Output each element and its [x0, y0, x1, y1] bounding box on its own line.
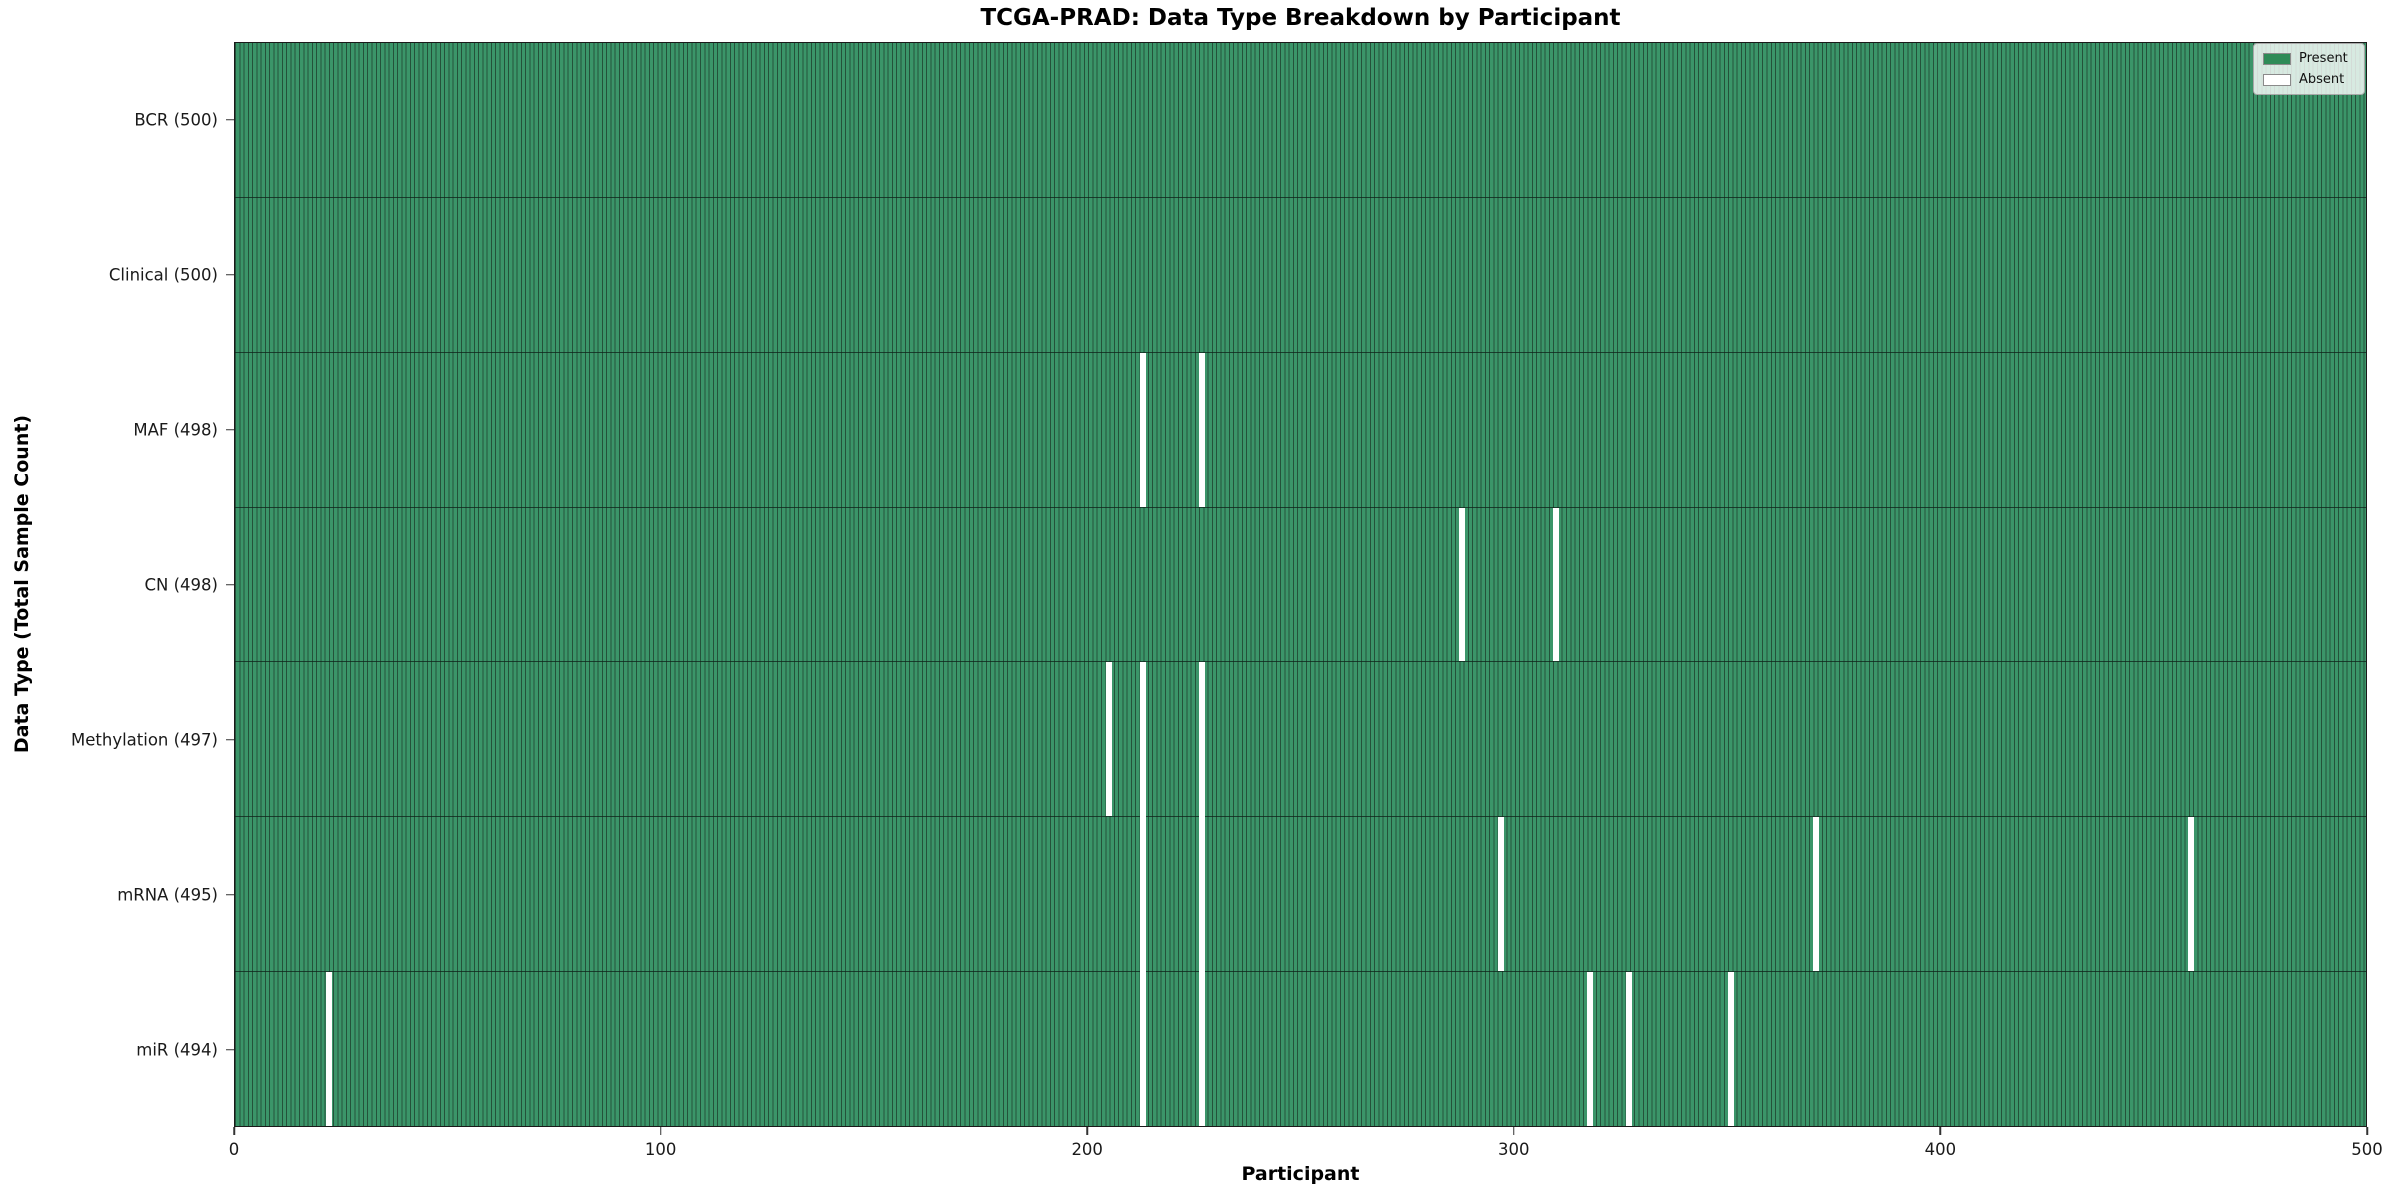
present-swatch-icon: [2263, 52, 2291, 65]
absent-marker: [1199, 971, 1206, 1127]
y-tick-label: BCR (500): [134, 110, 218, 129]
x-tick-mark: [1939, 1127, 1942, 1135]
x-tick-mark: [1086, 1127, 1088, 1135]
y-tick-mark: [226, 273, 234, 276]
y-tick-mark: [226, 738, 234, 741]
x-tick-label: 500: [2351, 1140, 2383, 1159]
legend-label-absent: Absent: [2299, 72, 2345, 87]
y-tick-label: MAF (498): [133, 420, 218, 439]
y-tick-mark: [226, 583, 234, 586]
y-tick-label: Clinical (500): [108, 265, 218, 284]
absent-marker: [1199, 816, 1206, 972]
absent-marker: [325, 972, 332, 1127]
absent-marker: [1199, 352, 1206, 507]
legend-item-absent: Absent: [2263, 72, 2355, 87]
plot-area: [234, 42, 2367, 1127]
absent-swatch-icon: [2263, 73, 2291, 86]
absent-marker: [2188, 817, 2195, 972]
x-tick-label: 0: [228, 1140, 240, 1159]
y-tick-label: CN (498): [144, 575, 218, 594]
legend: Present Absent: [2253, 43, 2365, 95]
absent-marker: [1587, 972, 1594, 1127]
absent-marker: [1139, 816, 1146, 972]
y-tick-label: miR (494): [136, 1040, 218, 1059]
y-tick-mark: [226, 893, 234, 896]
row-clinical: [235, 196, 2366, 352]
row-maf: [235, 351, 2366, 507]
x-tick-mark: [2366, 1127, 2368, 1135]
row-mrna: [235, 816, 2366, 972]
x-tick-mark: [233, 1127, 235, 1135]
chart-title: TCGA-PRAD: Data Type Breakdown by Partic…: [980, 5, 1621, 31]
x-tick-label: 300: [1498, 1140, 1530, 1159]
x-axis: 0 100 200 300 400 500: [229, 1127, 2383, 1197]
legend-label-present: Present: [2299, 51, 2348, 66]
y-tick-label: Methylation (497): [71, 730, 218, 749]
legend-item-present: Present: [2263, 51, 2355, 66]
y-tick-label: mRNA (495): [117, 885, 218, 904]
x-tick-mark: [659, 1127, 662, 1135]
y-tick-mark: [226, 118, 234, 121]
absent-marker: [1139, 662, 1146, 817]
y-tick-mark: [226, 428, 234, 431]
absent-marker: [1553, 507, 1560, 662]
absent-marker: [1139, 971, 1146, 1127]
row-methylation: [235, 661, 2366, 817]
row-cn: [235, 506, 2366, 662]
row-mir: [235, 971, 2366, 1127]
absent-marker: [1727, 972, 1734, 1127]
absent-marker: [1105, 662, 1112, 817]
y-axis: BCR (500) Clinical (500) MAF (498) CN (498)…: [0, 42, 234, 1127]
absent-marker: [1497, 817, 1504, 972]
x-tick-mark: [1513, 1127, 1515, 1135]
absent-marker: [1139, 352, 1146, 507]
absent-marker: [1199, 662, 1206, 817]
absent-marker: [1459, 507, 1466, 662]
x-axis-label: Participant: [1241, 1163, 1360, 1185]
absent-marker: [1625, 972, 1632, 1127]
y-tick-mark: [226, 1048, 234, 1051]
x-tick-label: 200: [1071, 1140, 1103, 1159]
absent-marker: [1813, 817, 1820, 972]
x-tick-label: 400: [1924, 1140, 1957, 1159]
row-bcr: [235, 43, 2366, 197]
x-tick-label: 100: [644, 1140, 677, 1159]
